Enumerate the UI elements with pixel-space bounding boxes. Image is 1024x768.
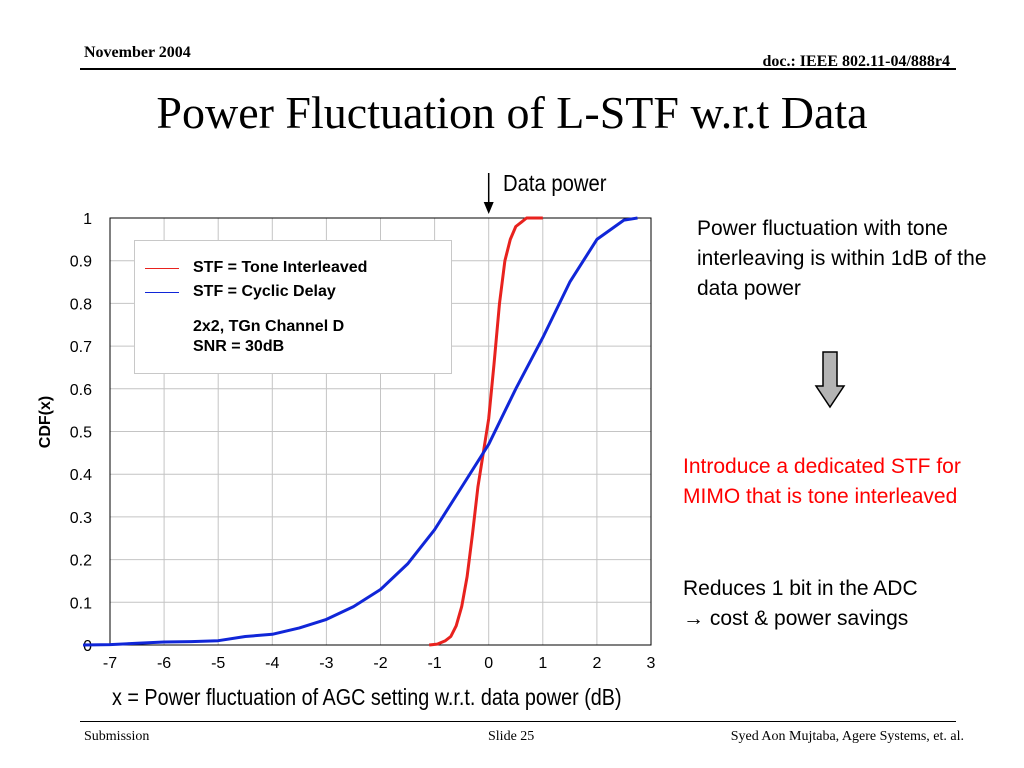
- right-arrow-icon: →: [683, 607, 704, 630]
- y-tick-label: 0.8: [70, 296, 92, 313]
- x-tick-label: -5: [211, 655, 225, 672]
- header-rule: [80, 68, 956, 70]
- y-tick-label: 0.7: [70, 339, 92, 356]
- y-tick-label: 1: [83, 211, 92, 228]
- benefit-line-1: Reduces 1 bit in the ADC: [683, 577, 918, 600]
- y-axis-label: CDF(x): [37, 395, 54, 449]
- y-tick-label: 0.2: [70, 553, 92, 570]
- x-tick-label: 2: [592, 655, 601, 672]
- legend-note-snr: SNR = 30dB: [193, 338, 285, 355]
- series-line-tone-interleaved: [429, 216, 543, 647]
- annotation-arrow-head: [483, 202, 494, 214]
- down-arrow-icon: [814, 351, 846, 409]
- x-axis-label: x = Power fluctuation of AGC setting w.r…: [112, 684, 622, 710]
- recommendation-text: Introduce a dedicated STF for MIMO that …: [683, 455, 961, 508]
- x-tick-label: -7: [103, 655, 117, 672]
- header-date: November 2004: [84, 44, 191, 61]
- x-tick-labels: -7 -6 -5 -4 -3 -2 -1 0 1 2 3: [103, 655, 656, 672]
- plot-frame: [109, 217, 652, 646]
- legend-note: 2x2, TGn Channel D SNR = 30dB: [193, 317, 344, 357]
- legend-line-blue: [145, 292, 179, 293]
- footer-slide-number: Slide 25: [488, 729, 535, 744]
- y-tick-label: 0.1: [70, 595, 92, 612]
- x-tick-label: 1: [538, 655, 547, 672]
- legend-label-cyclic-delay: STF = Cyclic Delay: [193, 283, 336, 300]
- x-tick-label: -2: [373, 655, 387, 672]
- benefit-text: Reduces 1 bit in the ADC → cost & power …: [683, 574, 998, 634]
- x-tick-label: -4: [265, 655, 279, 672]
- y-tick-label: 0.6: [70, 382, 92, 399]
- chart-series: [82, 216, 638, 647]
- y-tick-label: 0: [83, 638, 92, 655]
- y-tick-label: 0.5: [70, 425, 92, 442]
- x-tick-label: 3: [647, 655, 656, 672]
- footer-author: Syed Aon Mujtaba, Agere Systems, et. al.: [730, 729, 964, 744]
- chart-legend: STF = Tone Interleaved STF = Cyclic Dela…: [134, 240, 452, 374]
- series-line-cyclic-delay: [82, 216, 638, 647]
- legend-note-channel: 2x2, TGn Channel D: [193, 318, 345, 335]
- y-tick-label: 0.4: [70, 467, 92, 484]
- x-tick-label: -3: [319, 655, 333, 672]
- slide-title: Power Fluctuation of L-STF w.r.t Data: [156, 87, 868, 138]
- legend-line-red: [145, 268, 179, 269]
- footer-rule: [80, 721, 956, 722]
- x-tick-label: 0: [484, 655, 493, 672]
- observation-text: Power fluctuation with tone interleaving…: [697, 217, 987, 300]
- y-tick-labels: 0 0.1 0.2 0.3 0.4 0.5 0.6 0.7 0.8 0.9 1: [70, 211, 92, 655]
- y-tick-label: 0.3: [70, 510, 92, 527]
- benefit-line-2: → cost & power savings: [683, 604, 998, 634]
- legend-label-tone-interleaved: STF = Tone Interleaved: [193, 259, 368, 276]
- y-tick-label: 0.9: [70, 254, 92, 271]
- x-tick-label: -1: [427, 655, 441, 672]
- footer-submission: Submission: [84, 729, 150, 744]
- data-power-annotation: Data power: [503, 170, 607, 196]
- header-doc-id: doc.: IEEE 802.11-04/888r4: [762, 53, 950, 70]
- benefit-savings: cost & power savings: [704, 607, 909, 630]
- x-tick-label: -6: [157, 655, 171, 672]
- data-power-arrow: [483, 173, 494, 214]
